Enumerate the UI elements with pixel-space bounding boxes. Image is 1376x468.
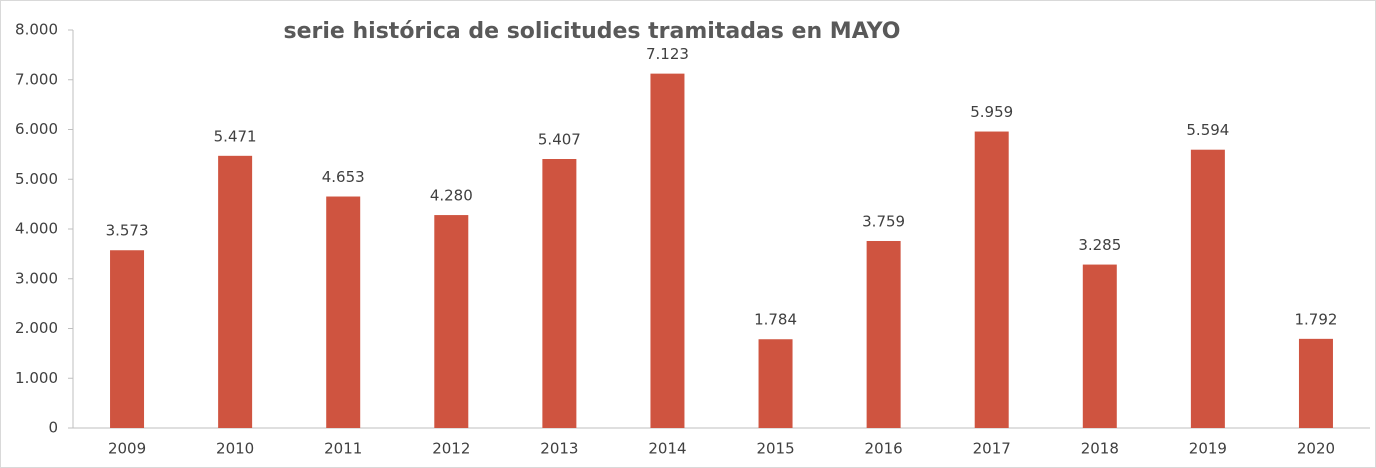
x-tick-label: 2018 [1081,440,1119,458]
data-label: 4.653 [322,168,365,186]
y-tick-label: 0 [48,419,58,437]
data-label: 5.594 [1186,121,1229,139]
bar [866,240,901,428]
data-label: 1.792 [1294,310,1337,328]
y-tick-label: 6.000 [15,120,58,138]
y-tick-label: 5.000 [15,170,58,188]
bar [110,250,145,428]
data-label: 5.959 [970,103,1013,121]
bar [218,155,253,428]
y-tick-label: 4.000 [15,220,58,238]
data-label: 3.285 [1078,236,1121,254]
x-tick-label: 2015 [756,440,794,458]
x-tick-label: 2020 [1297,440,1335,458]
y-tick-label: 7.000 [15,70,58,88]
bar [974,131,1009,429]
data-label: 1.784 [754,311,797,329]
bar [650,73,685,429]
data-label: 3.573 [106,222,149,240]
y-tick-label: 8.000 [15,21,58,39]
y-tick-label: 1.000 [15,369,58,387]
bar [1082,264,1117,428]
data-label: 5.471 [214,127,257,145]
x-tick-label: 2014 [648,440,686,458]
bar [542,159,577,428]
x-tick-label: 2012 [432,440,470,458]
bar [1298,338,1333,428]
x-tick-label: 2017 [973,440,1011,458]
x-tick-label: 2019 [1189,440,1227,458]
x-tick-label: 2013 [540,440,578,458]
data-label: 5.407 [538,131,581,149]
bar [758,339,793,428]
chart-title: serie histórica de solicitudes tramitada… [284,19,901,44]
x-tick-label: 2010 [216,440,254,458]
y-tick-label: 2.000 [15,319,58,337]
bar [434,215,469,428]
x-tick-label: 2016 [865,440,903,458]
x-tick-label: 2011 [324,440,362,458]
data-label: 7.123 [646,45,689,63]
y-tick-label: 3.000 [15,269,58,287]
x-tick-label: 2009 [108,440,146,458]
bar [326,196,361,428]
data-label: 3.759 [862,212,905,230]
bar [1190,149,1225,429]
data-label: 4.280 [430,187,473,205]
